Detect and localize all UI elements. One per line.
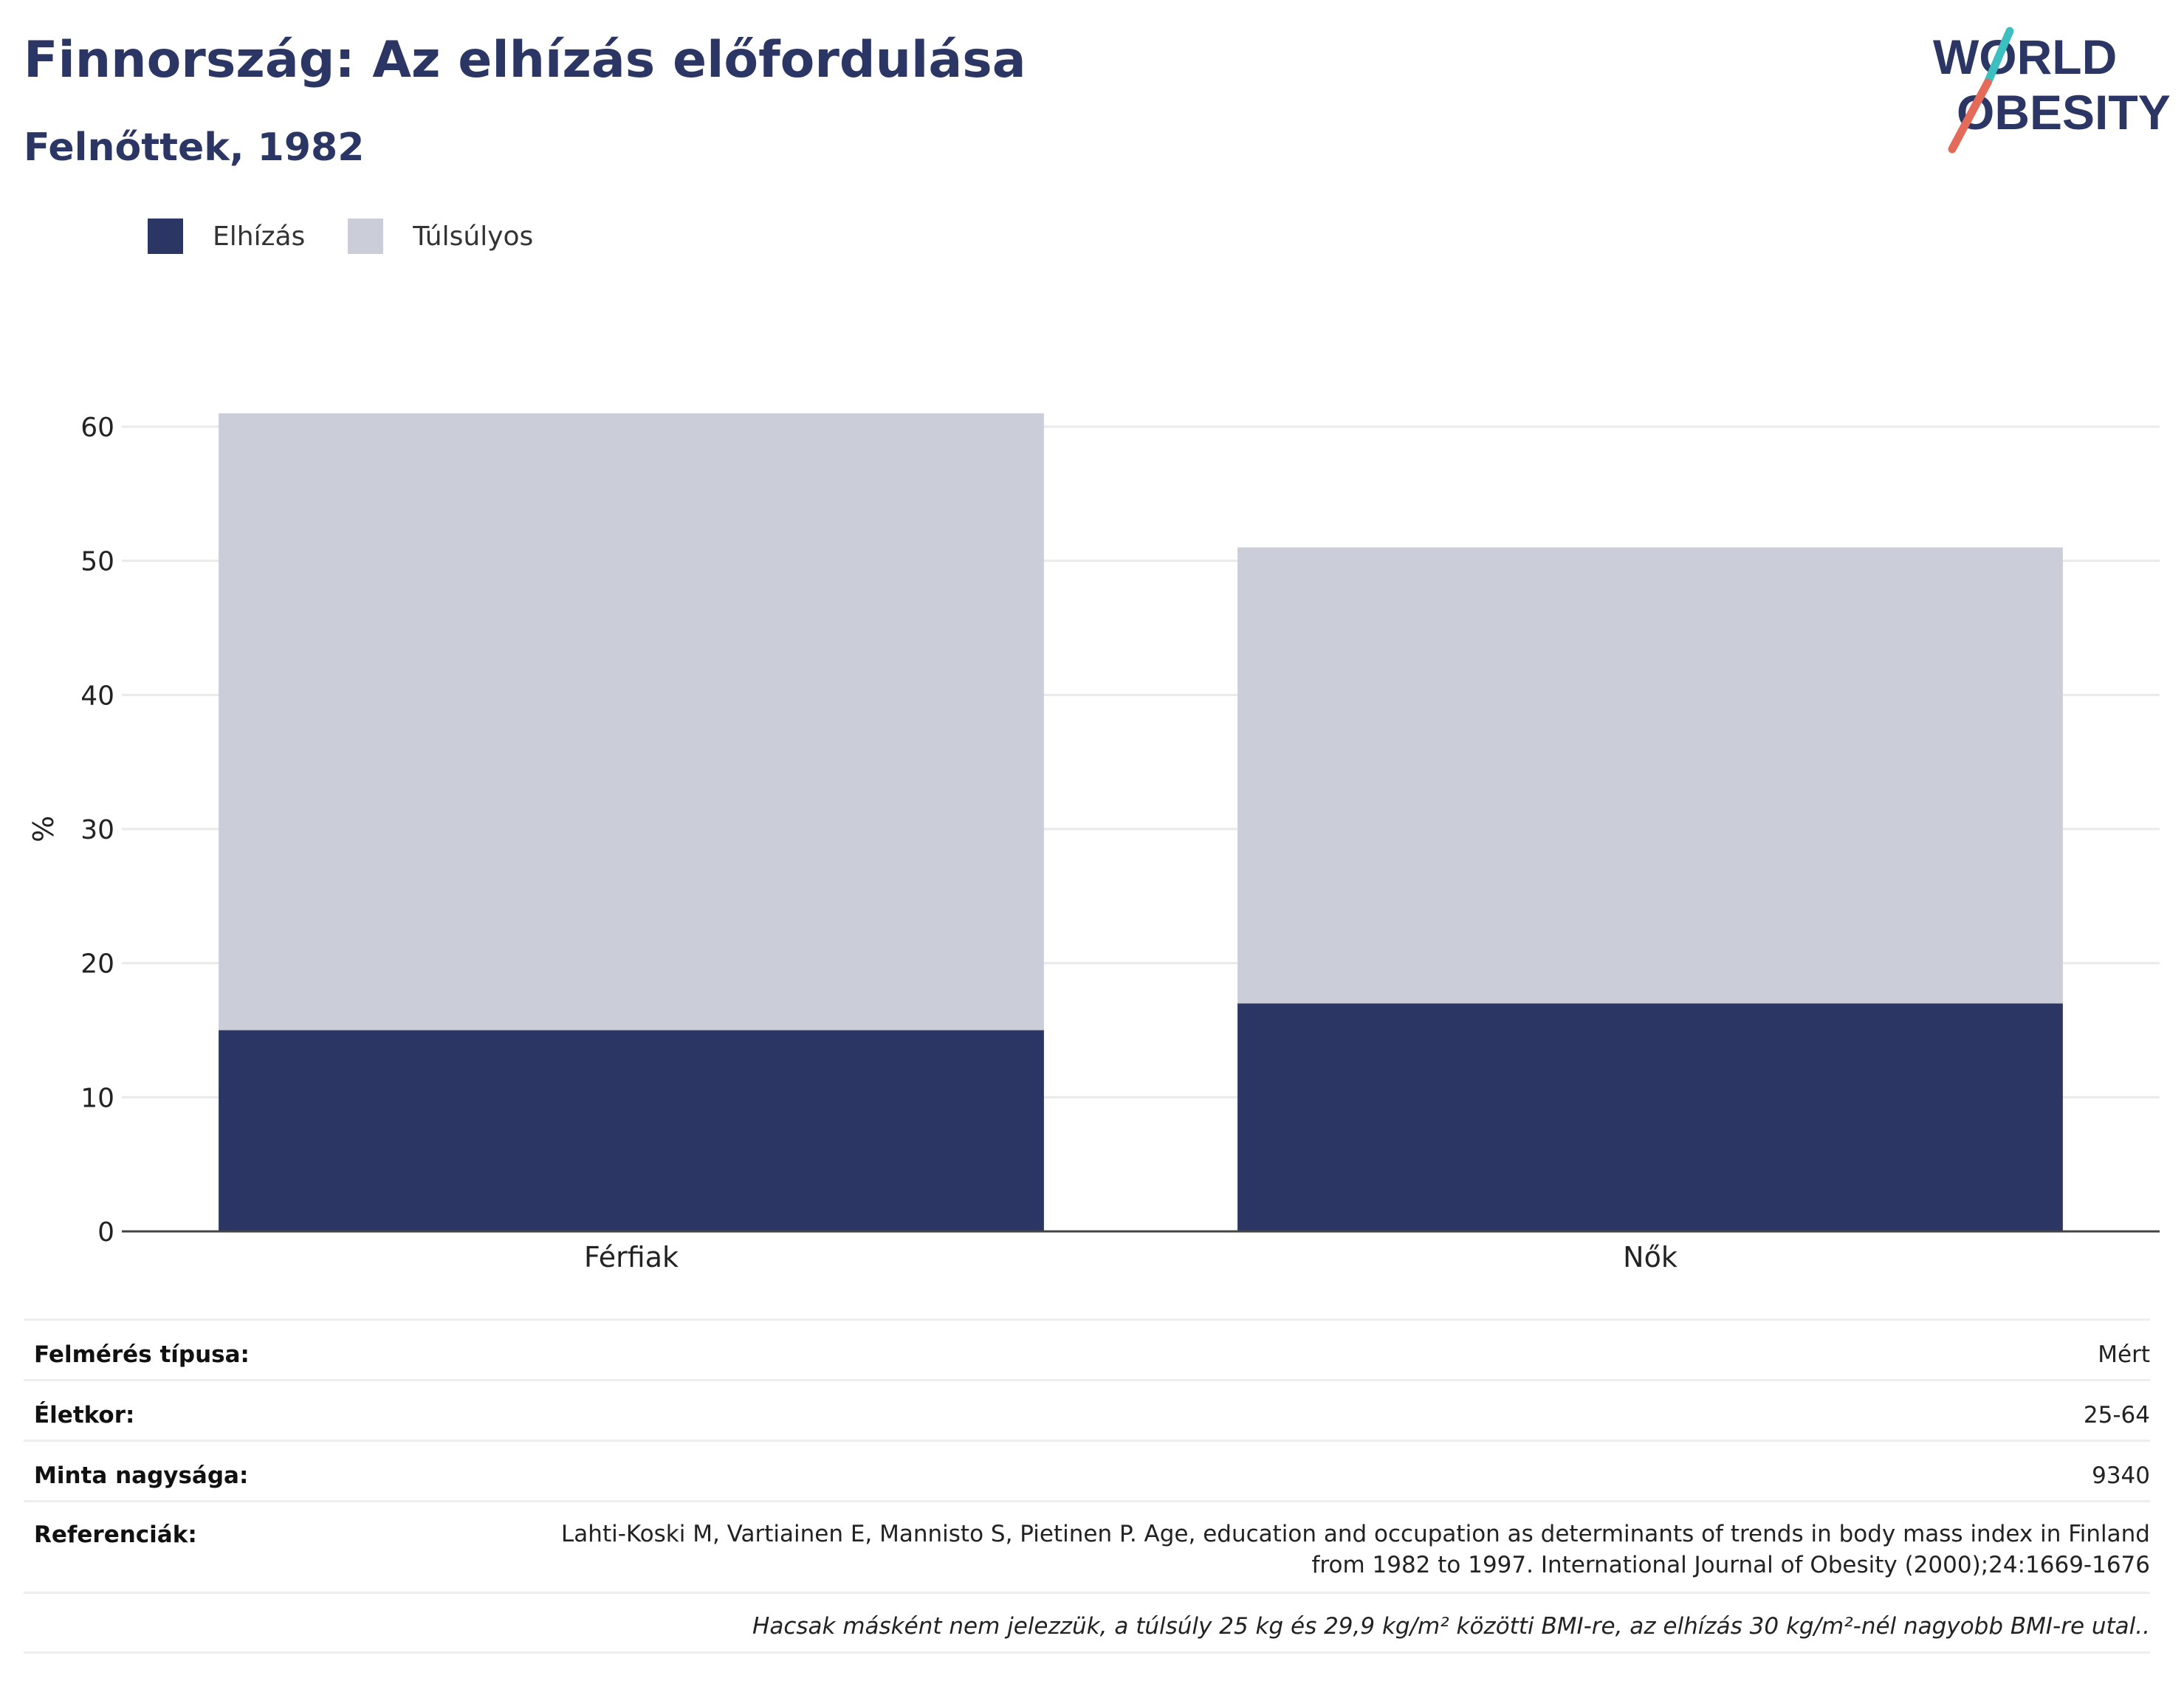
references-value: Lahti-Koski M, Vartiainen E, Mannisto S,… (561, 1521, 2150, 1578)
legend-swatch-overweight (348, 219, 384, 254)
world-obesity-logo: WORLD OBESITY (1933, 27, 2171, 154)
y-tick-label-60: 60 (80, 413, 114, 443)
logo-text-world: WORLD (1933, 30, 2117, 84)
legend: Elhízás Túlsúlyos (148, 219, 576, 254)
bar-overweight-women (1237, 547, 2063, 1004)
logo-stroke-teal (1983, 27, 2014, 87)
bar-obesity-men (219, 1030, 1044, 1231)
x-tick-label-women: Nők (1623, 1241, 1678, 1273)
bar-obesity-women (1237, 1003, 2063, 1231)
survey-type-label: Felmérés típusa: (34, 1341, 250, 1368)
meta-row-note: Hacsak másként nem jelezzük, a túlsúly 2… (24, 1592, 2150, 1654)
definition-note: Hacsak másként nem jelezzük, a túlsúly 2… (752, 1613, 2150, 1640)
y-axis-label: % (27, 816, 60, 842)
metadata-table: Felmérés típusa: Mért Életkor: 25-64 Min… (24, 1318, 2150, 1654)
logo-stroke-red (1948, 78, 1992, 154)
meta-row-age: Életkor: 25-64 (24, 1379, 2150, 1440)
legend-label-obesity: Elhízás (213, 221, 306, 252)
y-tick-label-50: 50 (80, 547, 114, 577)
meta-row-references: Referenciák: Lahti-Koski M, Vartiainen E… (24, 1500, 2150, 1592)
meta-row-survey-type: Felmérés típusa: Mért (24, 1318, 2150, 1379)
logo-text-obesity: OBESITY (1957, 85, 2171, 140)
sample-size-value: 9340 (2092, 1462, 2150, 1489)
legend-item-overweight[interactable]: Túlsúlyos (348, 219, 533, 254)
y-tick-label-40: 40 (80, 681, 114, 711)
age-value: 25-64 (2083, 1402, 2150, 1428)
references-label: Referenciák: (34, 1522, 197, 1548)
x-tick-label-men: Férfiak (584, 1241, 679, 1273)
survey-type-value: Mért (2098, 1341, 2150, 1368)
legend-swatch-obesity (148, 219, 183, 254)
y-tick-label-30: 30 (80, 815, 114, 845)
legend-label-overweight: Túlsúlyos (413, 221, 534, 252)
y-tick-label-0: 0 (97, 1217, 114, 1248)
page-title: Finnország: Az elhízás előfordulása (24, 31, 1026, 89)
page-subtitle: Felnőttek, 1982 (24, 126, 365, 170)
y-tick-label-10: 10 (80, 1083, 114, 1113)
bar-overweight-men (219, 413, 1044, 1031)
legend-item-obesity[interactable]: Elhízás (148, 219, 305, 254)
meta-row-sample-size: Minta nagysága: 9340 (24, 1440, 2150, 1500)
bar-chart: 0 10 20 30 40 50 60% Férfiak Nők (27, 413, 2160, 1273)
age-label: Életkor: (34, 1402, 135, 1428)
sample-size-label: Minta nagysága: (34, 1462, 249, 1489)
y-tick-label-20: 20 (80, 949, 114, 980)
